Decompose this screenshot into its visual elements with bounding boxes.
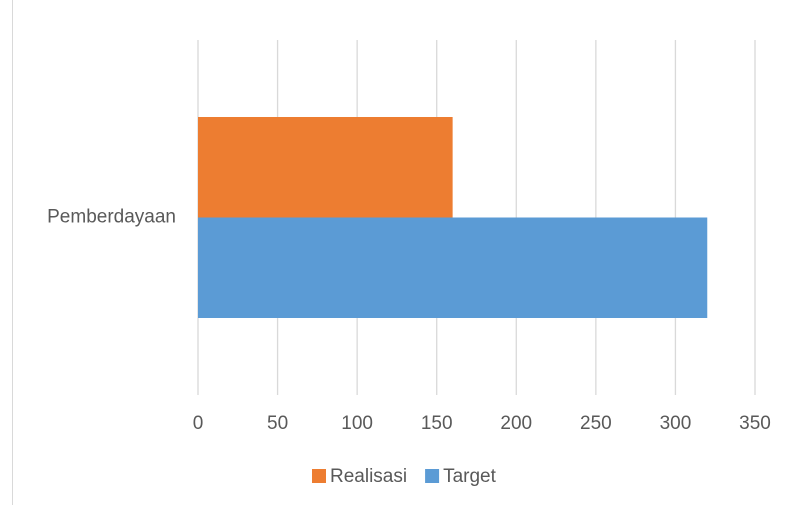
legend-swatch bbox=[312, 469, 326, 483]
x-tick-label: 50 bbox=[267, 413, 288, 434]
legend-label: Realisasi bbox=[330, 466, 407, 487]
legend-label: Target bbox=[443, 466, 497, 487]
y-tick-label: Pemberdayaan bbox=[47, 207, 176, 228]
x-tick-label: 100 bbox=[341, 413, 373, 434]
x-tick-label: 150 bbox=[421, 413, 453, 434]
bar bbox=[198, 117, 453, 218]
x-tick-label: 200 bbox=[500, 413, 532, 434]
legend-swatch bbox=[425, 469, 440, 483]
x-tick-label: 250 bbox=[580, 413, 612, 434]
x-tick-label: 350 bbox=[739, 413, 771, 434]
x-tick-label: 300 bbox=[660, 413, 692, 434]
chart-frame bbox=[12, 0, 13, 505]
x-tick-label: 0 bbox=[193, 413, 204, 434]
bar bbox=[198, 217, 708, 318]
